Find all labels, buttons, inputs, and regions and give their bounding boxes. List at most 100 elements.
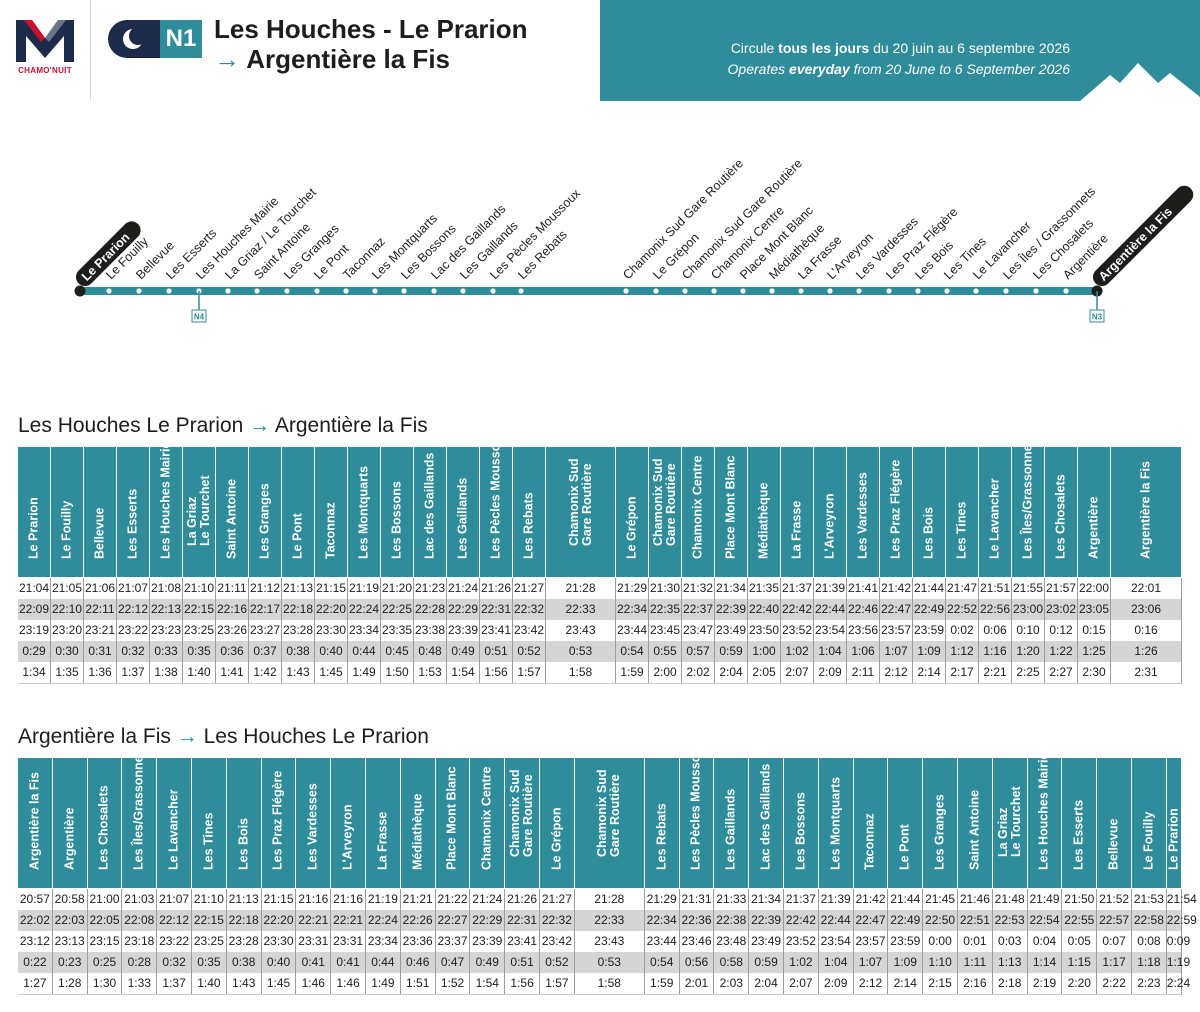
stop-column-header: Chamonix Sud Gare Routière [546, 447, 616, 577]
table-row: 1:27 1:28 1:30 1:33 1:37 1:40 1:43 1:45 1:46 1:46… [18, 973, 1190, 995]
departure-time: 21:28 [546, 578, 616, 599]
departure-time: 1:35 [51, 662, 84, 683]
timetable-header: Le Prarion Le Fouilly Bellevue Les Esserts L… [18, 429, 1182, 577]
departure-time: 20:58 [53, 889, 88, 910]
stop-name: Le Lavancher [987, 478, 1002, 559]
departure-time: 23:59 [888, 931, 924, 952]
stop-dot [886, 288, 892, 294]
departure-time: 1:34 [18, 662, 51, 683]
departure-time: 0:36 [216, 641, 249, 662]
table-row: 22:09 22:10 22:11 22:12 22:13 22:15 22:16 22:17… [18, 599, 1182, 620]
stop-name: Les Rebats [654, 803, 669, 870]
departure-time: 21:39 [819, 889, 854, 910]
departure-time: 22:08 [122, 910, 158, 931]
departure-time: 0:10 [1012, 620, 1045, 641]
stop-name: Saint Antoine [967, 789, 982, 870]
night-badge [108, 20, 160, 58]
connection-n3-badge [1089, 309, 1105, 323]
stop-name: Les Îles/Grassonnets [131, 744, 146, 870]
departure-time: 22:12 [157, 910, 192, 931]
stop-name: Le Pont [897, 824, 912, 870]
departure-time: 2:15 [923, 973, 958, 994]
departure-time: 23:43 [546, 620, 616, 641]
stop-column-header: Les Chosalets [1045, 447, 1078, 577]
stop-column-header: La Griaz Le Tourchet [183, 447, 216, 577]
departure-time: 21:16 [331, 889, 366, 910]
departure-time: 21:35 [748, 578, 781, 599]
table-row: 22:02 22:03 22:05 22:08 22:12 22:15 22:18 22:20… [18, 910, 1197, 931]
departure-time: 22:29 [447, 599, 480, 620]
departure-time: 1:06 [847, 641, 880, 662]
route-line [80, 287, 1097, 295]
departure-time: 0:04 [1028, 931, 1063, 952]
stop-name: Les Houches Mairie [158, 441, 173, 559]
stop-name: Le Prarion [26, 497, 41, 559]
departure-time: 1:46 [331, 973, 366, 994]
stop-dot [682, 288, 688, 294]
departure-time: 21:21 [401, 889, 436, 910]
departure-time: 22:25 [381, 599, 414, 620]
departure-time: 21:11 [216, 578, 249, 599]
departure-time: 2:27 [1045, 662, 1078, 683]
stop-column-header: Les Montquarts [348, 447, 381, 577]
departure-time: 2:05 [748, 662, 781, 683]
departure-time: 23:44 [616, 620, 649, 641]
stop-name: Les Bois [921, 506, 936, 559]
stop-column-header: Argentière la Fis [1111, 447, 1182, 577]
departure-time: 1:36 [84, 662, 117, 683]
departure-time: 2:00 [649, 662, 682, 683]
departure-time: 22:59 [1167, 910, 1197, 931]
stop-column-header: Le Prarion [1166, 758, 1182, 888]
stop-name: Les Tines [201, 812, 216, 870]
stop-dot [518, 288, 524, 294]
departure-time: 23:49 [715, 620, 748, 641]
departure-time: 21:03 [122, 889, 158, 910]
departure-time: 23:54 [819, 931, 854, 952]
stop-name: Les Chosalets [1053, 474, 1068, 559]
departure-time: 1:54 [470, 973, 506, 994]
service-period-en: Operates everyday from 20 June to 6 Sept… [727, 61, 1070, 77]
departure-time: 1:13 [993, 952, 1028, 973]
departure-time: 22:44 [819, 910, 854, 931]
stop-name: Chamonix Sud Gare Routière [595, 769, 623, 857]
stop-name: Place Mont Blanc [723, 455, 738, 560]
departure-time: 23:57 [854, 931, 889, 952]
departure-time: 23:02 [1045, 599, 1078, 620]
departure-time: 22:39 [715, 599, 748, 620]
departure-time: 23:28 [282, 620, 315, 641]
stop-name: L'Arveyron [822, 493, 837, 560]
departure-time: 2:04 [749, 973, 784, 994]
departure-time: 1:20 [1012, 641, 1045, 662]
stop-column-header: Les Houches Mairie [1027, 753, 1063, 888]
departure-time: 23:22 [157, 931, 192, 952]
stop-column-header: Place Mont Blanc [715, 447, 748, 577]
departure-time: 21:15 [262, 889, 297, 910]
departure-time: 1:04 [814, 641, 847, 662]
stop-dot [856, 288, 862, 294]
stop-name: Le Prarion [1166, 808, 1181, 870]
stop-name: Les Esserts [125, 488, 140, 559]
departure-time: 21:41 [847, 578, 880, 599]
departure-time: 23:25 [192, 931, 227, 952]
departure-time: 1:09 [888, 952, 924, 973]
departure-time: 1:40 [192, 973, 227, 994]
departure-time: 21:06 [84, 578, 117, 599]
departure-time: 23:05 [1078, 599, 1111, 620]
departure-time: 1:15 [1062, 952, 1098, 973]
departure-time: 22:33 [546, 599, 616, 620]
departure-time: 23:06 [1111, 599, 1182, 620]
arrow-right-icon: → [176, 725, 198, 748]
departure-time: 21:16 [296, 889, 332, 910]
departure-time: 23:19 [18, 620, 51, 641]
departure-time: 22:24 [348, 599, 381, 620]
departure-time: 22:34 [616, 599, 649, 620]
mountain-logo-icon [16, 20, 74, 62]
departure-time: 2:02 [682, 662, 715, 683]
departure-time: 0:49 [447, 641, 480, 662]
departure-time: 1:57 [513, 662, 546, 683]
stop-name: Médiathèque [410, 793, 425, 870]
table-row: 1:34 1:35 1:36 1:37 1:38 1:40 1:41 1:42 1:43 1:45… [18, 662, 1182, 684]
stop-column-header: Les Pècles Moussoux [480, 429, 513, 577]
destination-name: Argentière la Fis [246, 44, 450, 74]
stop-column-header: Les Praz Flégère [261, 758, 297, 888]
